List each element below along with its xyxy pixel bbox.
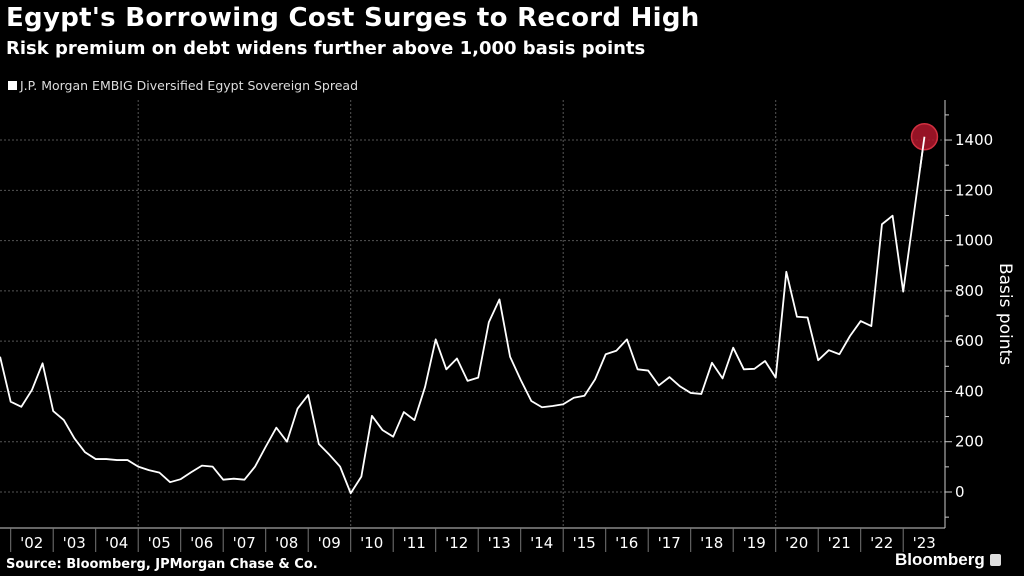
legend: J.P. Morgan EMBIG Diversified Egypt Sove… [8,78,358,93]
x-tick-label: '13 [488,534,511,552]
x-tick-label: '14 [530,534,553,552]
y-tick-label: 1000 [955,232,993,250]
x-tick-label: '10 [360,534,383,552]
x-tick-label: '04 [105,534,128,552]
x-tick-label: '09 [318,534,341,552]
x-tick-label: '18 [700,534,723,552]
x-tick-label: '23 [913,534,936,552]
x-tick-label: '05 [148,534,171,552]
x-tick-label: '21 [828,534,851,552]
bloomberg-logo: Bloomberg [895,550,1001,570]
legend-swatch [8,81,17,90]
x-tick-label: '15 [573,534,596,552]
x-tick-label: '02 [20,534,43,552]
x-tick-label: '16 [615,534,638,552]
x-tick-label: '07 [233,534,256,552]
y-tick-label: 800 [955,282,984,300]
x-tick-label: '11 [403,534,426,552]
series-line-top [919,136,926,168]
x-tick-label: '12 [445,534,468,552]
series-line [0,136,926,495]
x-tick-label: '17 [658,534,681,552]
x-tick-label: '03 [63,534,86,552]
y-axis-label: Basis points [995,263,1015,365]
x-tick-label: '20 [785,534,808,552]
source-note: Source: Bloomberg, JPMorgan Chase & Co. [6,557,318,572]
chart-title: Egypt's Borrowing Cost Surges to Record … [6,3,700,33]
x-tick-label: '08 [275,534,298,552]
x-tick-label: '22 [870,534,893,552]
chart-logo-icon [989,554,1001,566]
y-tick-label: 1400 [955,131,993,149]
x-tick-label: '19 [743,534,766,552]
y-tick-label: 200 [955,433,984,451]
y-tick-label: 0 [955,483,965,501]
legend-label: J.P. Morgan EMBIG Diversified Egypt Sove… [20,78,359,93]
y-tick-label: 1200 [955,181,993,199]
y-tick-label: 400 [955,382,984,400]
chart-subtitle: Risk premium on debt widens further abov… [6,38,646,59]
x-tick-label: '06 [190,534,213,552]
brand-name: Bloomberg [895,550,985,569]
y-tick-label: 600 [955,332,984,350]
